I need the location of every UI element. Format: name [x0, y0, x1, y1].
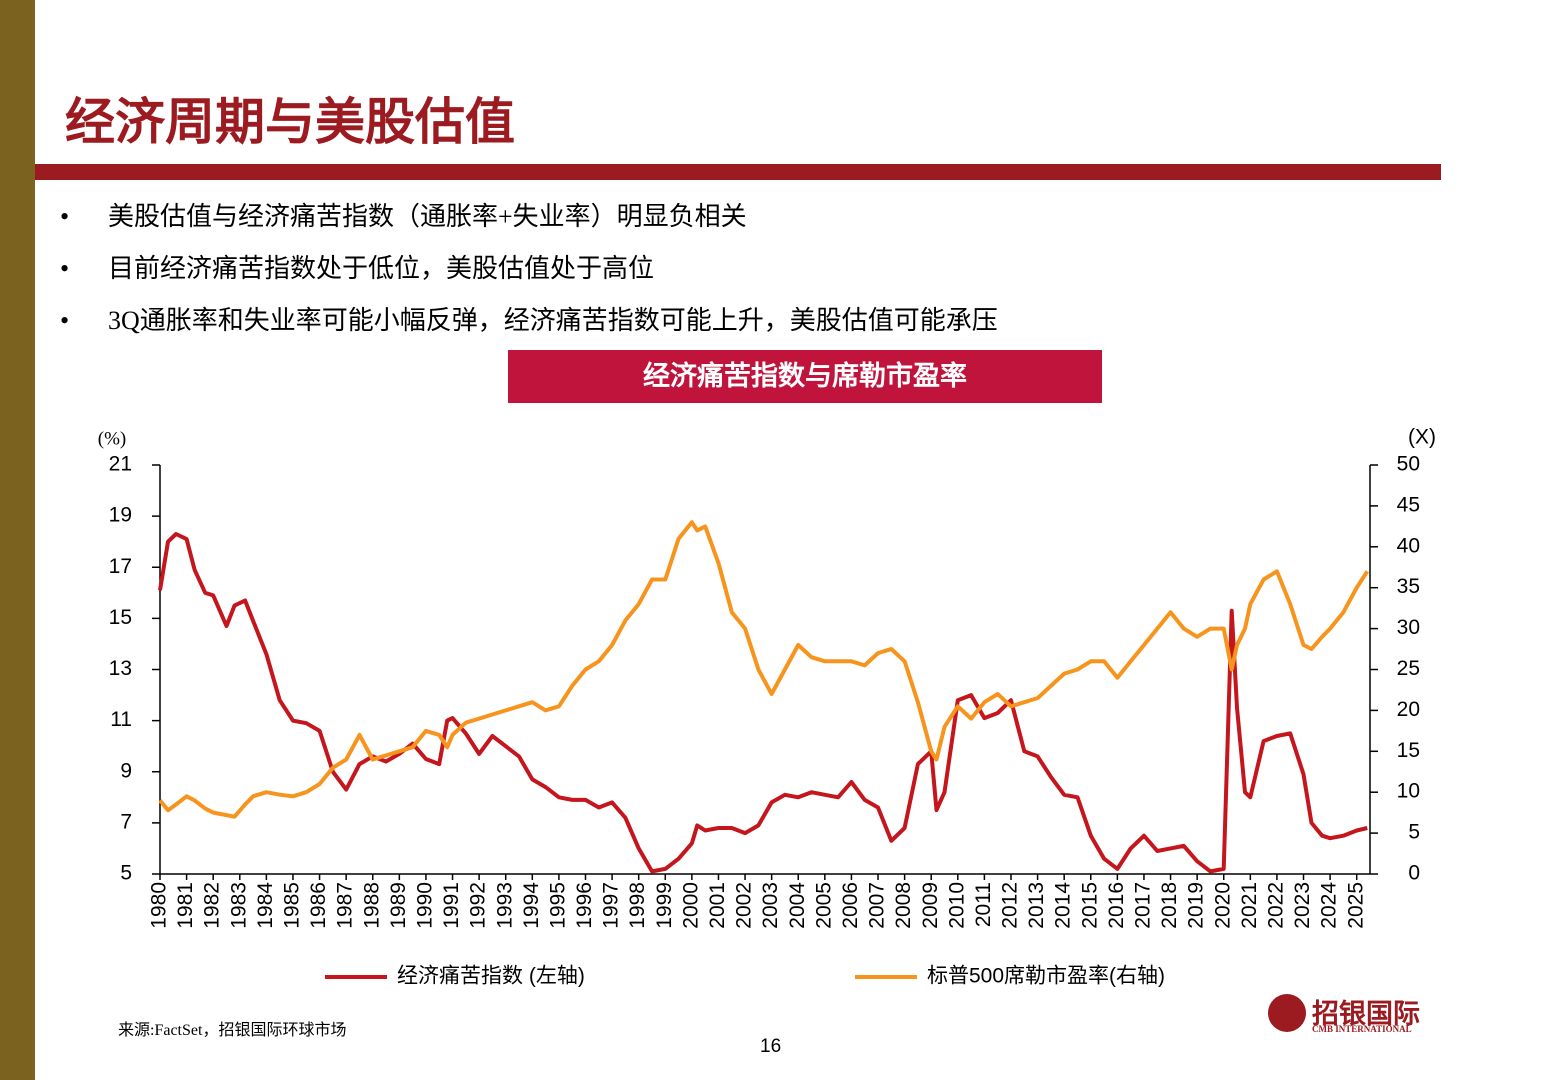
- x-tick-label: 1987: [334, 882, 357, 929]
- x-tick-label: 1999: [653, 882, 676, 929]
- x-tick-label: 1988: [360, 882, 383, 929]
- y-tick-label: 19: [109, 504, 132, 527]
- y2-tick-label: 5: [1408, 821, 1420, 844]
- y-tick-label: 7: [120, 810, 132, 833]
- x-tick-label: 2005: [812, 882, 835, 929]
- page-number: 16: [760, 1036, 782, 1057]
- x-tick-label: 2012: [999, 882, 1022, 929]
- slide-title: 经济周期与美股估值: [65, 94, 515, 150]
- x-tick-label: 2011: [972, 882, 995, 927]
- x-tick-label: 1984: [254, 882, 277, 929]
- x-tick-label: 1985: [281, 882, 304, 929]
- y2-tick-label: 45: [1397, 493, 1420, 516]
- bullets: 美股估值与经济痛苦指数（通胀率+失业率）明显负相关 目前经济痛苦指数处于低位，美…: [60, 196, 998, 352]
- x-tick-label: 2007: [866, 882, 889, 929]
- x-tick-label: 1998: [626, 882, 649, 929]
- y2-tick-label: 10: [1397, 780, 1420, 803]
- y2-tick-label: 30: [1397, 616, 1420, 639]
- series-line: [158, 520, 1369, 819]
- y-tick-label: 17: [109, 555, 132, 578]
- x-tick-label: 2019: [1185, 882, 1208, 929]
- y2-axis-label: (X): [1408, 426, 1436, 449]
- y2-tick-label: 0: [1408, 862, 1420, 885]
- x-tick-label: 1989: [387, 882, 410, 929]
- x-tick-label: 2002: [733, 882, 756, 929]
- x-tick-label: 1982: [201, 882, 224, 929]
- y2-tick-label: 25: [1397, 657, 1420, 680]
- x-tick-label: 2018: [1158, 882, 1181, 929]
- x-tick-label: 1980: [148, 882, 171, 929]
- x-tick-label: 2022: [1264, 882, 1287, 929]
- x-tick-label: 1983: [227, 882, 250, 929]
- bullet: 3Q通胀率和失业率可能小幅反弹，经济痛苦指数可能上升，美股估值可能承压: [60, 300, 998, 352]
- x-tick-label: 2009: [919, 882, 942, 929]
- y2-tick-label: 15: [1397, 739, 1420, 762]
- logo-subtitle: CMB INTERNATIONAL: [1312, 1024, 1412, 1034]
- y-tick-label: 13: [109, 657, 132, 680]
- y-tick-label: 5: [120, 862, 132, 885]
- x-tick-label: 1994: [520, 882, 543, 929]
- x-tick-label: 2017: [1132, 882, 1155, 929]
- x-tick-label: 2014: [1052, 882, 1075, 929]
- x-tick-label: 2008: [892, 882, 915, 929]
- x-tick-label: 2010: [945, 882, 968, 929]
- logo-mark: [1268, 994, 1306, 1032]
- x-tick-label: 1997: [600, 882, 623, 929]
- x-tick-label: 1993: [493, 882, 516, 929]
- y2-tick-label: 20: [1397, 698, 1420, 721]
- y-tick-label: 15: [109, 606, 132, 629]
- x-tick-label: 2020: [1211, 882, 1234, 929]
- x-tick-label: 1986: [307, 882, 330, 929]
- y2-tick-label: 35: [1397, 575, 1420, 598]
- x-tick-label: 2023: [1291, 882, 1314, 929]
- chart-title: 经济痛苦指数与席勒市盈率: [508, 350, 1102, 403]
- bullet: 目前经济痛苦指数处于低位，美股估值处于高位: [60, 248, 998, 300]
- x-tick-label: 1992: [467, 882, 490, 929]
- x-tick-label: 2013: [1025, 882, 1048, 929]
- x-tick-label: 2024: [1318, 882, 1341, 929]
- title-rule: [35, 164, 1441, 180]
- y-axis-label: (%): [98, 428, 126, 449]
- y-tick-label: 21: [109, 453, 132, 476]
- x-tick-label: 2025: [1344, 882, 1367, 929]
- legend-label: 标普500席勒市盈率(右轴): [927, 965, 1165, 988]
- x-tick-label: 1991: [440, 882, 463, 929]
- logo-name: 招银国际: [1312, 999, 1420, 1029]
- bullet: 美股估值与经济痛苦指数（通胀率+失业率）明显负相关: [60, 196, 998, 248]
- x-tick-label: 2004: [786, 882, 809, 929]
- y-tick-label: 11: [110, 708, 132, 731]
- x-tick-label: 2003: [759, 882, 782, 929]
- x-tick-label: 2015: [1078, 882, 1101, 929]
- source: 来源:FactSet，招银国际环球市场: [118, 1022, 347, 1039]
- x-tick-label: 1996: [573, 882, 596, 929]
- y-tick-label: 9: [120, 759, 132, 782]
- x-tick-label: 2021: [1238, 882, 1261, 929]
- x-tick-label: 1990: [413, 882, 436, 929]
- x-tick-label: 1995: [546, 882, 569, 929]
- x-tick-label: 1981: [174, 882, 197, 929]
- series-line: [158, 532, 1368, 874]
- y2-tick-label: 50: [1397, 453, 1420, 476]
- legend-label: 经济痛苦指数 (左轴): [397, 965, 585, 988]
- x-tick-label: 2016: [1105, 882, 1128, 929]
- x-tick-label: 2001: [706, 882, 729, 929]
- side-stripe: [0, 0, 35, 1080]
- x-tick-label: 2006: [839, 882, 862, 929]
- y2-tick-label: 40: [1397, 534, 1420, 557]
- x-tick-label: 2000: [679, 882, 702, 929]
